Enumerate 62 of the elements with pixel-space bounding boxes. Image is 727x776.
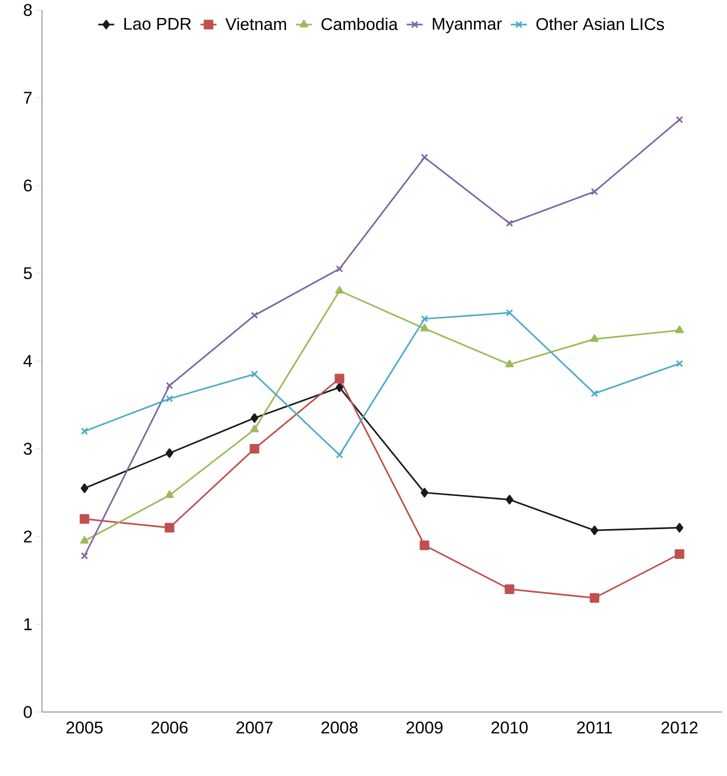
point: [506, 494, 514, 504]
point: [334, 374, 344, 384]
y-tick-label: 4: [23, 355, 32, 367]
point: [166, 448, 174, 458]
point: [336, 451, 344, 459]
x-tick-label: 2006: [152, 722, 188, 734]
point: [80, 552, 88, 560]
point: [250, 370, 258, 378]
point: [676, 522, 684, 533]
x-tick-label: 2011: [577, 722, 612, 734]
point: [420, 324, 429, 332]
x-tick-label: 2010: [492, 722, 528, 734]
point: [590, 593, 600, 603]
point: [506, 220, 514, 227]
x-tick-label: 2008: [322, 722, 358, 734]
point: [506, 309, 514, 316]
x-tick-label: 2012: [662, 722, 698, 734]
y-tick-label: 2: [24, 530, 32, 542]
point: [250, 444, 260, 454]
point: [505, 360, 514, 368]
legend-label: Vietnam: [225, 18, 286, 30]
point: [336, 265, 344, 272]
point: [166, 395, 174, 402]
y-tick-label: 1: [24, 618, 32, 630]
point: [420, 315, 428, 323]
y-tick-label: 8: [24, 4, 32, 16]
point: [420, 154, 428, 162]
point: [336, 382, 344, 392]
point: [674, 549, 684, 559]
legend-label: Lao PDR: [124, 18, 191, 30]
y-tick-label: 0: [24, 706, 32, 718]
x-tick-label: 2007: [236, 722, 272, 734]
y-tick-label: 5: [24, 267, 32, 280]
point: [250, 424, 259, 432]
legend-label: Other Asian LICs: [536, 18, 664, 30]
point: [80, 483, 88, 494]
point: [420, 488, 428, 498]
point: [676, 360, 684, 368]
point: [250, 413, 258, 423]
point: [590, 390, 598, 398]
point: [676, 116, 684, 124]
y-tick-label: 3: [24, 442, 32, 455]
point: [590, 188, 598, 196]
legend-label: Cambodia: [322, 18, 398, 30]
point: [166, 382, 174, 390]
point: [675, 325, 684, 334]
point: [80, 514, 90, 524]
x-tick-label: 2005: [66, 722, 103, 734]
point: [335, 286, 344, 294]
point: [165, 490, 174, 498]
point: [504, 584, 514, 594]
point: [420, 540, 430, 550]
y-tick-label: 7: [24, 92, 32, 104]
x-tick-label: 2009: [406, 722, 443, 734]
point: [590, 334, 599, 342]
point: [80, 536, 89, 544]
point: [80, 428, 88, 435]
y-tick-label: 6: [24, 180, 32, 192]
point: [250, 312, 258, 319]
legend-label: Myanmar: [432, 18, 502, 34]
point: [164, 522, 174, 533]
point: [590, 526, 598, 536]
